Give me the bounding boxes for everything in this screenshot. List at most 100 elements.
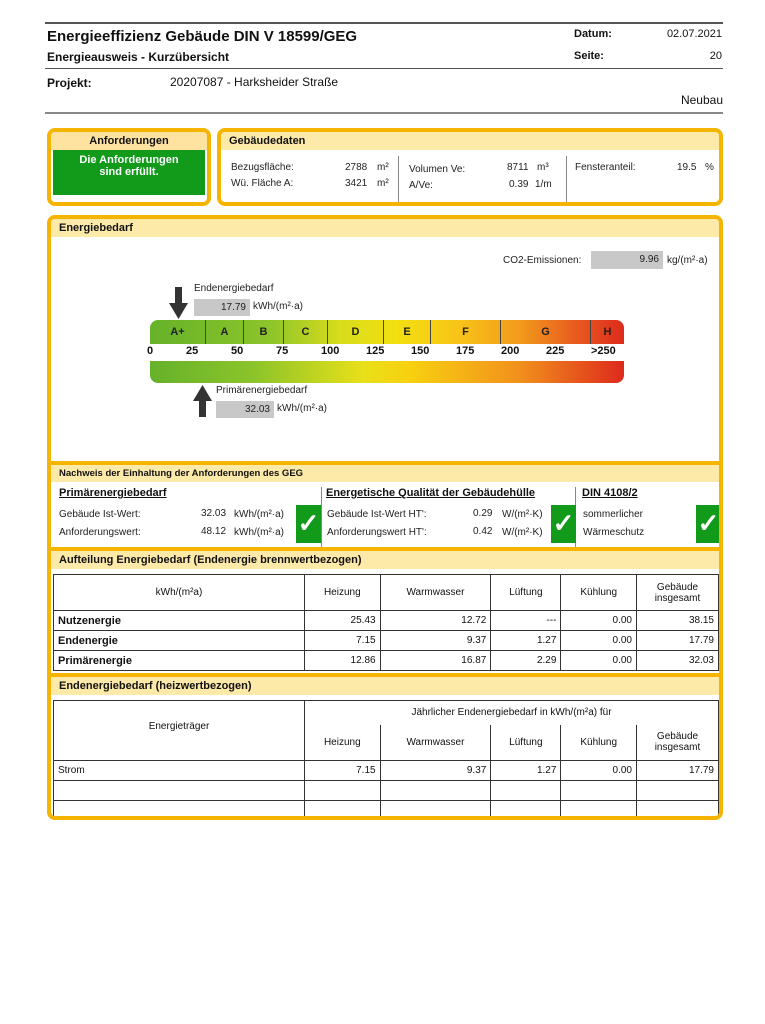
end-value: 17.79 — [194, 299, 250, 316]
cell: 12.86 — [304, 650, 381, 671]
table-row: Primärenergie 12.86 16.87 2.29 0.00 32.03 — [53, 650, 719, 671]
cell: 25.43 — [304, 610, 381, 631]
class-g: G — [500, 320, 590, 344]
prim-value: 32.03 — [216, 401, 274, 418]
heizwert-title: Endenergiebedarf (heizwertbezogen) — [51, 677, 719, 695]
prim-title: Primärenergiebedarf — [59, 487, 167, 499]
row-label: Primärenergie — [53, 650, 305, 671]
co2-unit: kg/(m²·a) — [667, 255, 708, 266]
col-header: Kühlung — [560, 724, 637, 761]
row-label: Strom — [53, 760, 305, 781]
tick-label: 125 — [366, 345, 385, 357]
seite-label: Seite: — [574, 50, 604, 62]
gebaeudedaten-box: Gebäudedaten Bezugsfläche: 2788 m² Wü. F… — [217, 128, 723, 206]
check-icon: ✓ — [551, 505, 576, 543]
cell: 32.03 — [636, 650, 719, 671]
unit-header: kWh/(m²a) — [53, 574, 305, 611]
tick-labels: 0 25 50 75 100 125 150 175 200 225 >250 — [147, 345, 630, 359]
class-c: C — [283, 320, 327, 344]
span-header: Jährlicher Endenergiebedarf in kWh/(m²a)… — [304, 700, 719, 725]
gebaeudedaten-title: Gebäudedaten — [221, 132, 719, 150]
prim-anf-label: Anforderungswert: — [59, 527, 141, 538]
col-header: Heizung — [304, 724, 381, 761]
co2-label: CO2-Emissionen: — [503, 255, 582, 266]
cell: 9.37 — [379, 630, 492, 651]
cell: 2.29 — [490, 650, 562, 671]
ave-value: 0.39 — [509, 179, 529, 190]
page-title: Energieeffizienz Gebäude DIN V 18599/GEG — [47, 28, 358, 45]
tick-label: 100 — [321, 345, 340, 357]
huelle-ist-label: Gebäude Ist-Wert HT': — [327, 509, 427, 520]
projekt-value: 20207087 - Harksheider Straße — [170, 75, 339, 89]
gradient-bar — [150, 361, 624, 383]
col-header: Heizung — [304, 574, 381, 611]
unit: kWh/(m²·a) — [234, 509, 284, 520]
class-b: B — [243, 320, 283, 344]
heizwert-table: Energieträger Jährlicher Endenergiebedar… — [53, 700, 719, 816]
col-header: Lüftung — [490, 574, 562, 611]
end-unit: kWh/(m²·a) — [253, 301, 303, 312]
row-label: Endenergie — [53, 630, 305, 651]
energiebedarf-box: Energiebedarf CO2-Emissionen: 9.96 kg/(m… — [47, 215, 723, 820]
cell: 0.00 — [560, 650, 637, 671]
fenster-label: Fensteranteil: — [575, 162, 636, 173]
tick-label: 75 — [276, 345, 289, 357]
fenster-value: 19.5 — [677, 162, 697, 173]
tick-label: 50 — [231, 345, 244, 357]
cell: 38.15 — [636, 610, 719, 631]
building-type: Neubau — [680, 93, 723, 107]
nachweis-title: Nachweis der Einhaltung der Anforderunge… — [51, 465, 719, 482]
prim-label: Primärenergiebedarf — [216, 385, 308, 396]
unit: m³ — [537, 162, 549, 173]
prim-arrow — [193, 385, 213, 424]
din-line1: sommerlicher — [583, 509, 644, 520]
tick-label: >250 — [591, 345, 616, 357]
divider — [45, 68, 723, 69]
empty-row — [53, 780, 719, 801]
co2-value: 9.96 — [591, 251, 663, 269]
class-e: E — [383, 320, 430, 344]
nachweis-section: Nachweis der Einhaltung der Anforderunge… — [51, 461, 719, 551]
anforderungen-box: Anforderungen Die Anforderungen sind erf… — [47, 128, 211, 206]
huelle-ist-value: 0.29 — [473, 508, 493, 519]
table-row: Endenergie 7.15 9.37 1.27 0.00 17.79 — [53, 630, 719, 651]
class-h: H — [590, 320, 624, 344]
cell: 12.72 — [379, 610, 492, 631]
cell: 16.87 — [379, 650, 492, 671]
prim-ist-value: 32.03 — [201, 508, 227, 519]
aufteilung-title: Aufteilung Energiebedarf (Endenergie bre… — [51, 551, 719, 569]
class-f: F — [430, 320, 500, 344]
anforderungen-title: Anforderungen — [51, 132, 207, 150]
divider — [45, 112, 723, 114]
cell: 17.79 — [636, 760, 719, 781]
tick-label: 225 — [546, 345, 565, 357]
unit: % — [705, 162, 714, 173]
projekt-label: Projekt: — [47, 76, 92, 90]
col-header: Lüftung — [490, 724, 562, 761]
class-d: D — [327, 320, 383, 344]
din-title: DIN 4108/2 — [582, 487, 638, 499]
aufteilung-section: Aufteilung Energiebedarf (Endenergie bre… — [51, 547, 719, 675]
row-label: Nutzenergie — [53, 610, 305, 631]
top-rule — [45, 22, 723, 24]
wue-label: Wü. Fläche A: — [231, 178, 294, 189]
empty-row — [53, 800, 719, 816]
unit: kWh/(m²·a) — [234, 527, 284, 538]
prim-anf-value: 48.12 — [201, 526, 227, 537]
aufteilung-table: kWh/(m²a) Heizung Warmwasser Lüftung Küh… — [53, 574, 719, 671]
tick-label: 25 — [186, 345, 199, 357]
volumen-value: 8711 — [507, 162, 529, 173]
huelle-title: Energetische Qualität der Gebäudehülle — [326, 487, 536, 499]
unit: W/(m²·K) — [502, 509, 543, 520]
traeger-header: Energieträger — [53, 700, 305, 761]
tick-label: 0 — [147, 345, 154, 357]
datum-value: 02.07.2021 — [666, 28, 722, 40]
cell: 1.27 — [490, 630, 562, 651]
din-line2: Wärmeschutz — [583, 527, 645, 538]
col-header: Gebäude insgesamt — [636, 574, 719, 611]
huelle-anf-value: 0.42 — [473, 526, 493, 537]
energiebedarf-title: Energiebedarf — [51, 219, 719, 237]
check-icon: ✓ — [696, 505, 719, 543]
class-a-plus: A+ — [170, 326, 185, 338]
cell: 17.79 — [636, 630, 719, 651]
